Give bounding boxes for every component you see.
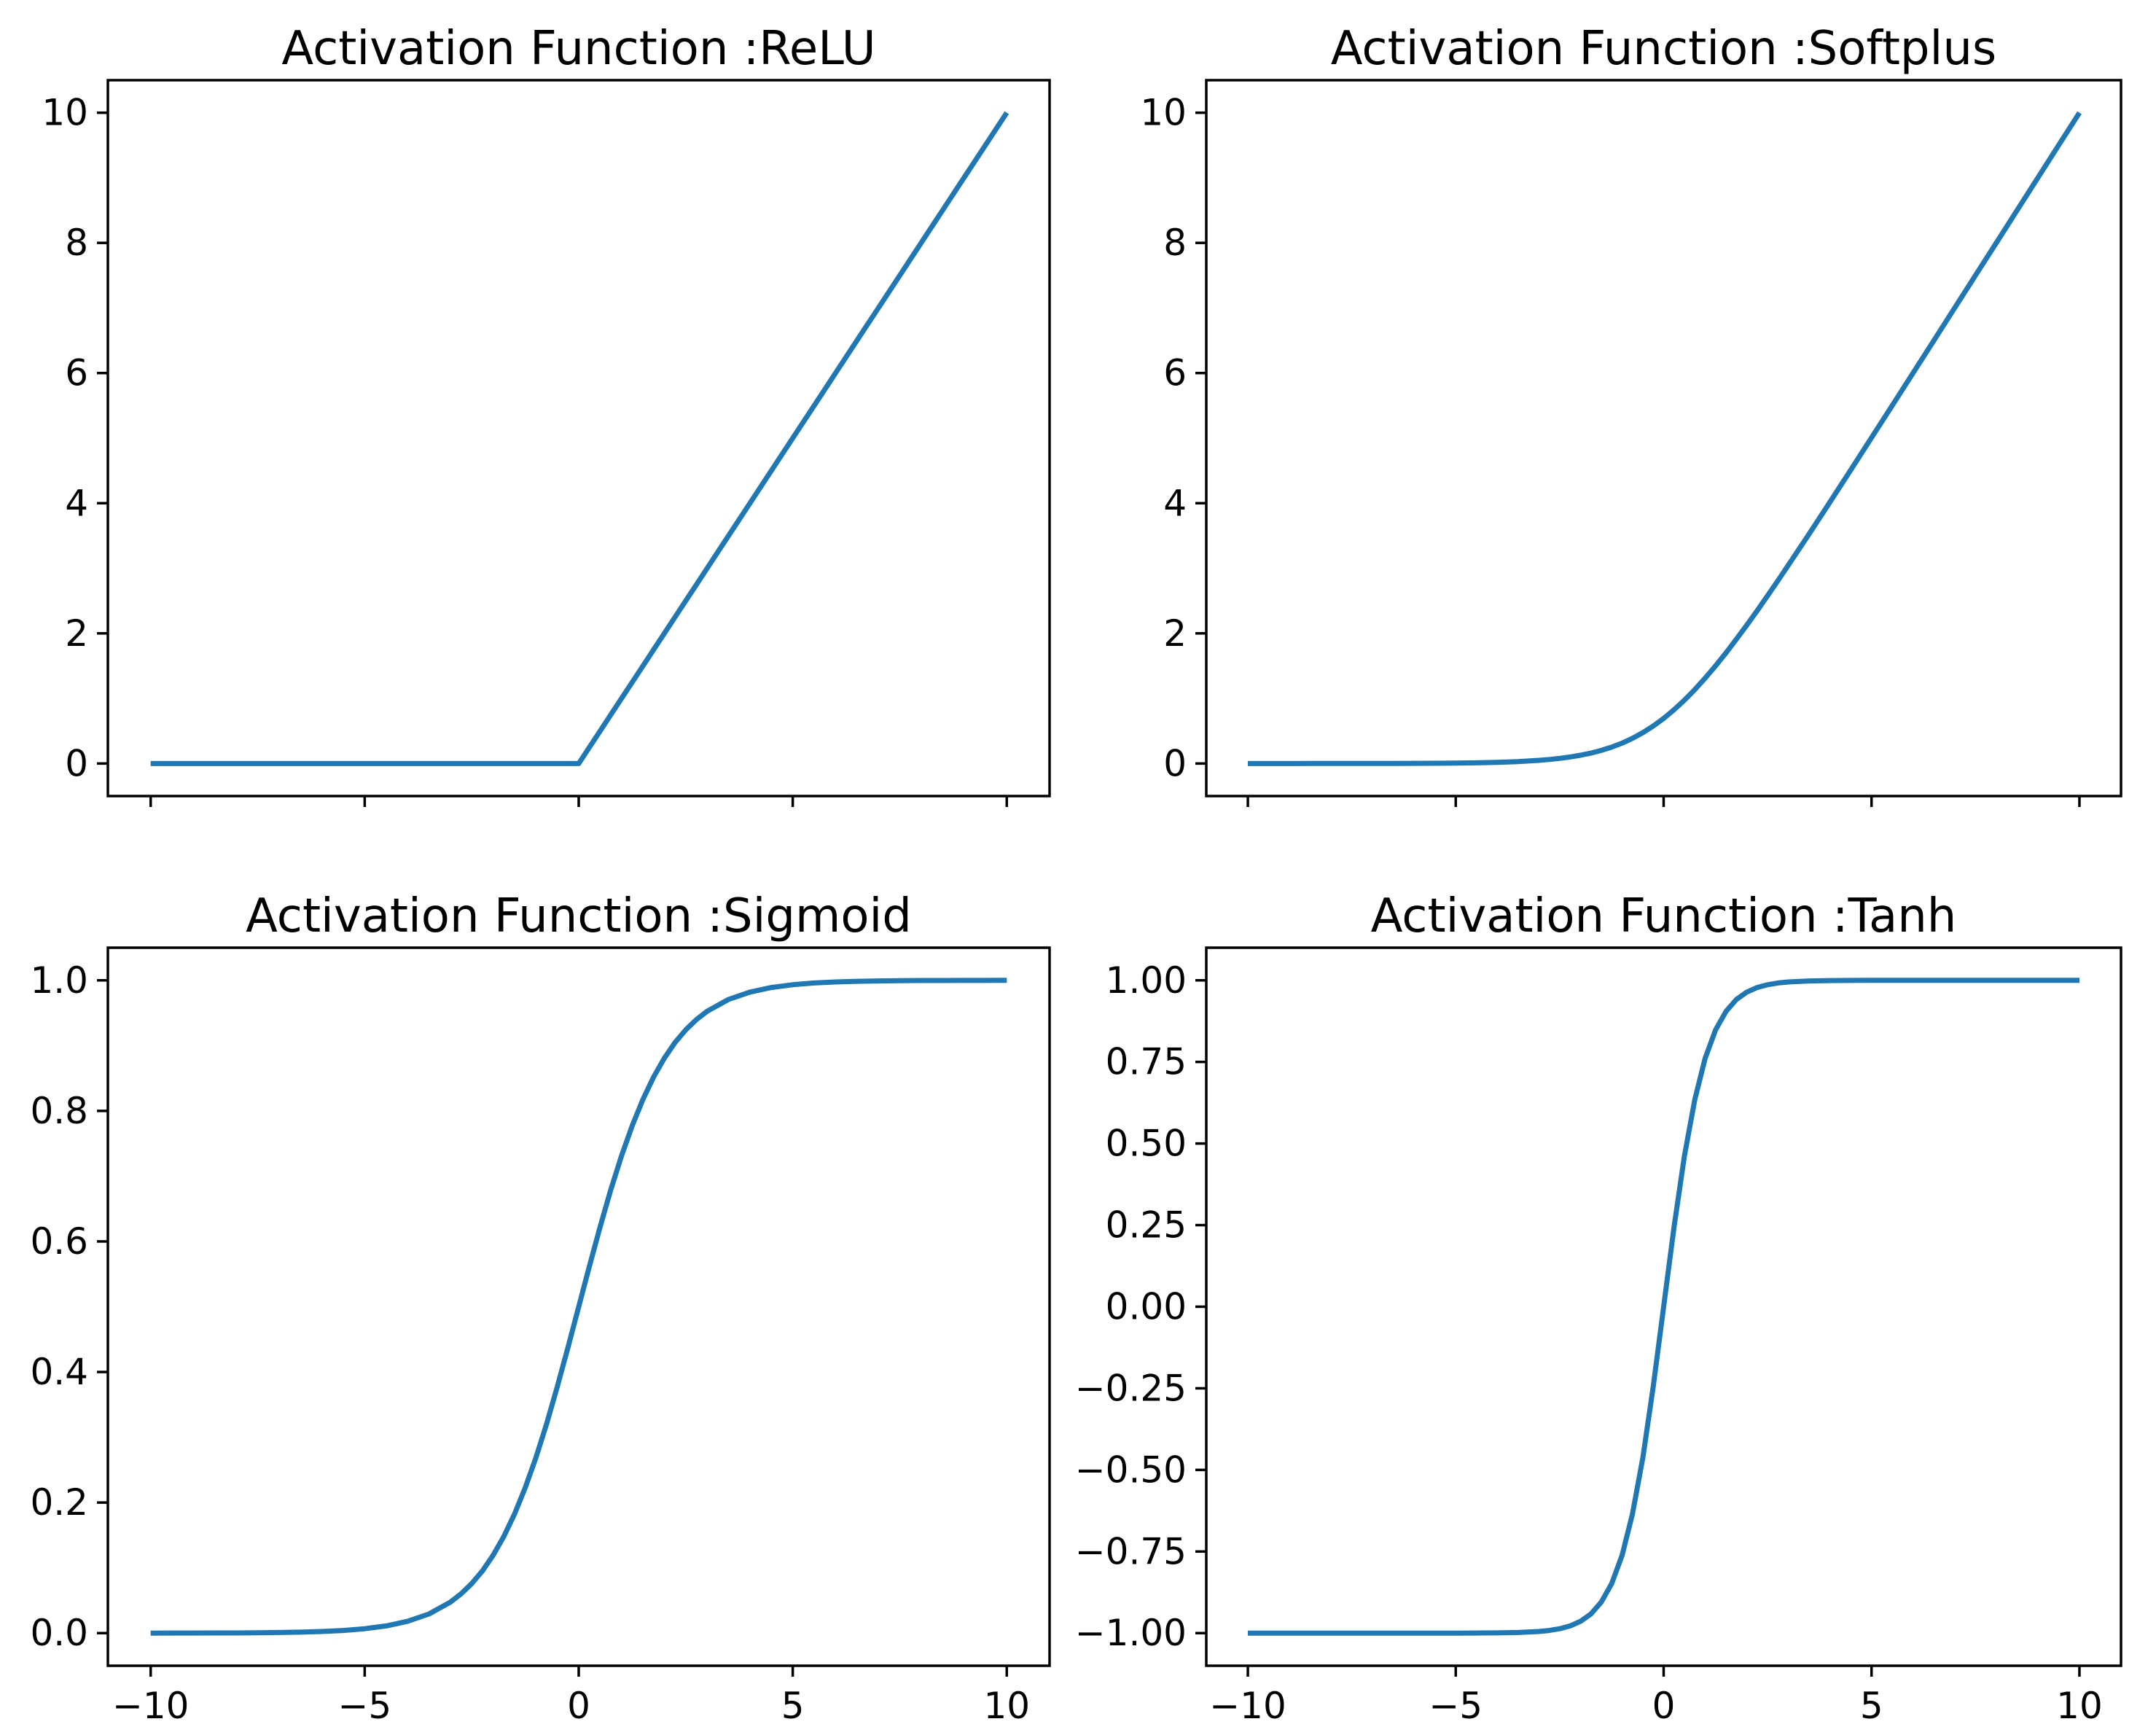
x-tick-label: 10	[983, 1685, 1030, 1727]
plot-title: Activation Function :Softplus	[1331, 22, 1996, 76]
x-tick-label: −10	[112, 1685, 190, 1727]
y-tick-label: 6	[65, 352, 88, 394]
y-tick-label: 0.6	[30, 1220, 88, 1263]
sigmoid-curve	[150, 978, 1007, 1636]
y-tick-label: −1.00	[1075, 1612, 1187, 1654]
x-tick-label: −10	[1209, 1685, 1286, 1727]
y-tick-label: 6	[1163, 352, 1187, 394]
y-tick-label: 0.8	[30, 1090, 88, 1132]
x-tick-label: −5	[1429, 1685, 1483, 1727]
x-tick-label: 0	[567, 1685, 590, 1727]
y-tick-label: 8	[1163, 222, 1187, 264]
y-tick-label: 4	[65, 482, 88, 524]
y-tick-label: 0.2	[30, 1481, 88, 1524]
y-tick-label: 0.0	[30, 1612, 88, 1654]
plot-title: Activation Function :Tanh	[1371, 889, 1957, 943]
y-tick-label: 8	[65, 222, 88, 264]
y-tick-label: 0.00	[1106, 1286, 1187, 1328]
y-tick-label: 0.4	[30, 1351, 88, 1393]
axes-frame	[1205, 79, 2122, 798]
relu-curve	[150, 111, 1009, 766]
y-tick-label: 10	[1140, 92, 1187, 134]
y-tick-label: 10	[42, 92, 88, 134]
y-tick-label: 0.25	[1106, 1204, 1187, 1247]
y-tick-label: 2	[1163, 612, 1187, 655]
x-tick-label: 0	[1652, 1685, 1676, 1727]
y-tick-label: 0	[65, 742, 88, 784]
y-tick-label: 4	[1163, 482, 1187, 524]
y-tick-label: −0.75	[1075, 1530, 1187, 1572]
x-tick-label: −5	[338, 1685, 392, 1727]
plot-title: Activation Function :Sigmoid	[246, 889, 912, 943]
x-tick-label: 10	[2056, 1685, 2103, 1727]
subplot-softplus: Activation Function :Softplus 0 2 4 6 8 10	[1140, 22, 2122, 807]
y-tick-label: −0.50	[1075, 1449, 1187, 1491]
subplot-tanh: Activation Function :Tanh −10 −5 0 5 10 1.00 0.…	[1075, 889, 2122, 1727]
y-tick-label: 0.75	[1106, 1041, 1187, 1083]
x-tick-label: 5	[781, 1685, 805, 1727]
y-tick-label: −0.25	[1075, 1367, 1187, 1409]
y-tick-label: 2	[65, 612, 88, 655]
y-tick-label: 1.00	[1106, 959, 1187, 1002]
subplot-sigmoid: Activation Function :Sigmoid −10 −5 0 5 10 0.0…	[30, 889, 1051, 1727]
axes-frame	[106, 79, 1051, 798]
plot-title: Activation Function :ReLU	[281, 22, 875, 76]
y-tick-label: 0	[1163, 742, 1187, 784]
subplot-relu: Activation Function :ReLU 0 2 4 6 8 10	[42, 22, 1051, 807]
softplus-curve	[1248, 111, 2082, 766]
x-tick-label: 5	[1860, 1685, 1883, 1727]
tanh-curve	[1248, 978, 2079, 1636]
y-tick-label: 0.50	[1106, 1123, 1187, 1165]
y-tick-label: 1.0	[30, 959, 88, 1002]
